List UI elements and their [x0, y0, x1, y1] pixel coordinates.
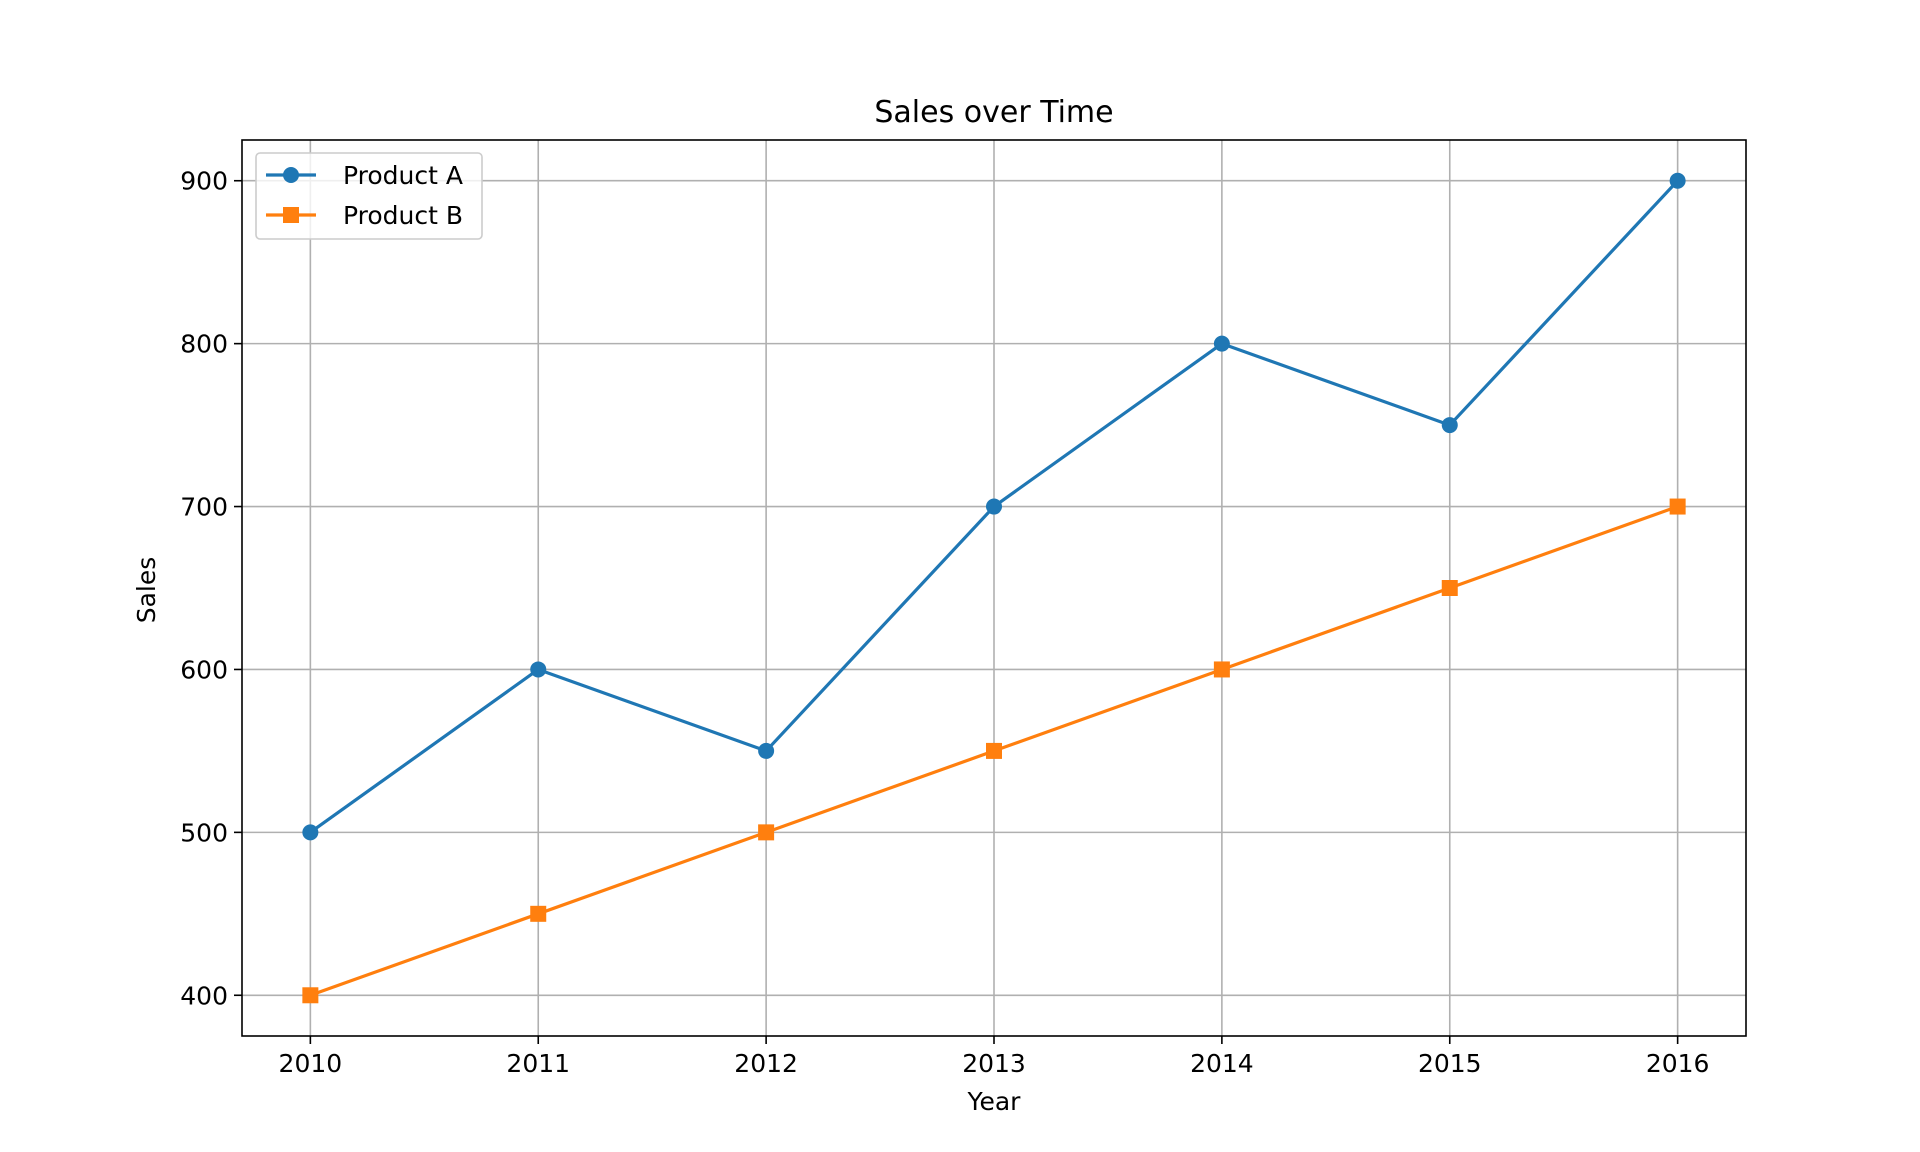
- data-point-marker: [758, 824, 775, 841]
- legend-item: Product A: [266, 161, 463, 190]
- data-point-marker: [1669, 498, 1686, 515]
- x-tick-label: 2012: [734, 1049, 798, 1078]
- y-axis-label: Sales: [132, 557, 161, 624]
- legend-label: Product B: [343, 201, 463, 230]
- y-tick-label: 600: [180, 655, 228, 684]
- y-tick-label: 500: [180, 818, 228, 847]
- data-point-marker: [1441, 580, 1458, 596]
- data-point-marker: [302, 987, 319, 1004]
- data-point-marker: [758, 742, 775, 759]
- y-tick-label: 800: [180, 330, 228, 359]
- data-point-marker: [1669, 172, 1686, 189]
- y-tick-label: 700: [180, 493, 228, 522]
- y-tick-label: 900: [180, 167, 228, 196]
- legend-marker: [283, 207, 299, 223]
- data-point-marker: [530, 661, 547, 678]
- x-tick-label: 2010: [279, 1049, 343, 1078]
- x-tick-label: 2015: [1418, 1049, 1482, 1078]
- data-point-marker: [1441, 417, 1458, 434]
- x-axis-label: Year: [967, 1087, 1022, 1116]
- legend: Product A Product B: [255, 152, 483, 240]
- legend-label: Product A: [343, 161, 463, 190]
- x-tick-label: 2014: [1190, 1049, 1254, 1078]
- x-tick-label: 2013: [962, 1049, 1026, 1078]
- data-point-marker: [1213, 661, 1230, 678]
- series-product-a: [302, 172, 1686, 841]
- series-product-b: [302, 498, 1686, 1004]
- data-point-marker: [302, 824, 319, 841]
- data-point-marker: [1213, 335, 1230, 352]
- data-point-marker: [986, 498, 1002, 515]
- chart-title: Sales over Time: [874, 95, 1113, 130]
- y-tick-label: 400: [180, 981, 228, 1010]
- data-point-marker: [986, 742, 1002, 759]
- data-point-marker: [530, 905, 547, 922]
- axis-ticks: 2010 2011 2012 2013 2014 2015 2016 400 500 600 700…: [180, 167, 1709, 1078]
- x-tick-label: 2016: [1646, 1049, 1710, 1078]
- x-tick-label: 2011: [506, 1049, 570, 1078]
- legend-marker: [283, 167, 299, 183]
- grid-lines: [242, 140, 1746, 1036]
- legend-item: Product B: [266, 201, 463, 230]
- plot-series: [302, 172, 1686, 1004]
